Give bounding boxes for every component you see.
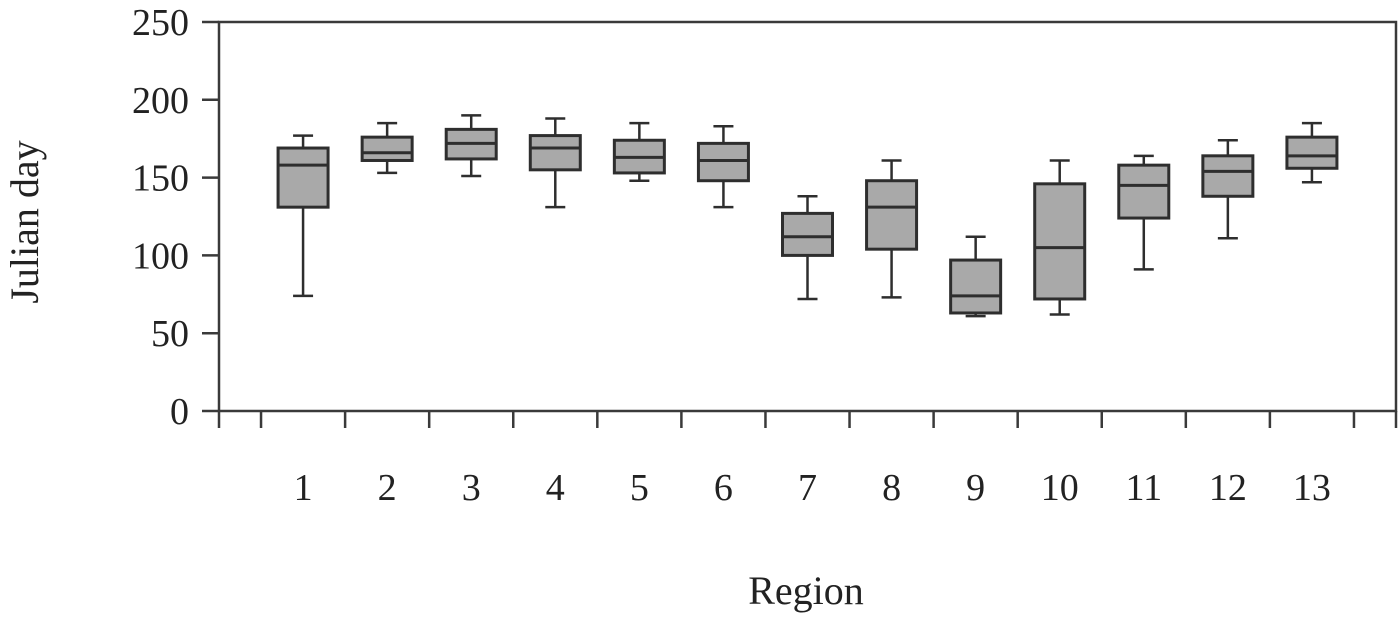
iqr-box <box>1117 163 1171 220</box>
box-region-1 <box>276 134 330 298</box>
x-tick-label: 5 <box>630 467 649 509</box>
x-tick-label: 12 <box>1209 467 1247 509</box>
x-tick-label: 13 <box>1293 467 1331 509</box>
y-tick-label: 250 <box>132 2 189 44</box>
iqr-box <box>276 146 330 209</box>
x-tick-label: 7 <box>798 467 817 509</box>
iqr-box <box>1033 182 1087 301</box>
box-region-11 <box>1117 154 1171 271</box>
plot-frame <box>217 20 1398 413</box>
x-tick-label: 11 <box>1125 467 1162 509</box>
iqr-box <box>949 258 1003 315</box>
box-region-13 <box>1285 121 1339 184</box>
x-axis-title: Region <box>748 568 864 613</box>
box-region-7 <box>781 195 834 301</box>
iqr-box <box>1285 135 1339 170</box>
x-tick-label: 6 <box>714 467 733 509</box>
x-tick-label: 9 <box>966 467 985 509</box>
x-tick-label: 10 <box>1041 467 1079 509</box>
x-tick-label: 2 <box>378 467 397 509</box>
y-tick-label: 200 <box>132 80 189 122</box>
box-region-10 <box>1033 159 1087 316</box>
y-axis-title: Julian day <box>2 140 47 303</box>
box-region-12 <box>1201 139 1255 240</box>
y-tick-label: 150 <box>132 158 189 200</box>
box-region-4 <box>528 117 582 209</box>
x-tick-label: 3 <box>462 467 481 509</box>
x-axis: 1 2 3 4 5 6 7 8 9 10 11 12 13 <box>217 411 1398 509</box>
y-tick-label: 100 <box>132 235 189 277</box>
box-region-3 <box>444 114 498 178</box>
x-tick-label: 4 <box>546 467 565 509</box>
iqr-box <box>865 179 919 251</box>
iqr-box <box>781 211 834 257</box>
y-tick-label: 50 <box>151 313 189 355</box>
y-tick-label: 0 <box>170 391 189 433</box>
box-region-2 <box>360 121 414 175</box>
iqr-box <box>528 134 582 172</box>
x-tick-label: 8 <box>882 467 901 509</box>
box-region-8 <box>865 159 919 299</box>
iqr-box <box>1201 154 1255 198</box>
iqr-box <box>360 135 414 162</box>
y-axis: 0 50 100 150 200 250 <box>132 2 219 433</box>
box-region-6 <box>696 125 750 209</box>
iqr-box <box>696 141 750 183</box>
box-region-5 <box>612 121 666 182</box>
box-series <box>276 114 1339 318</box>
box-region-9 <box>949 235 1003 318</box>
x-tick-label: 1 <box>294 467 313 509</box>
